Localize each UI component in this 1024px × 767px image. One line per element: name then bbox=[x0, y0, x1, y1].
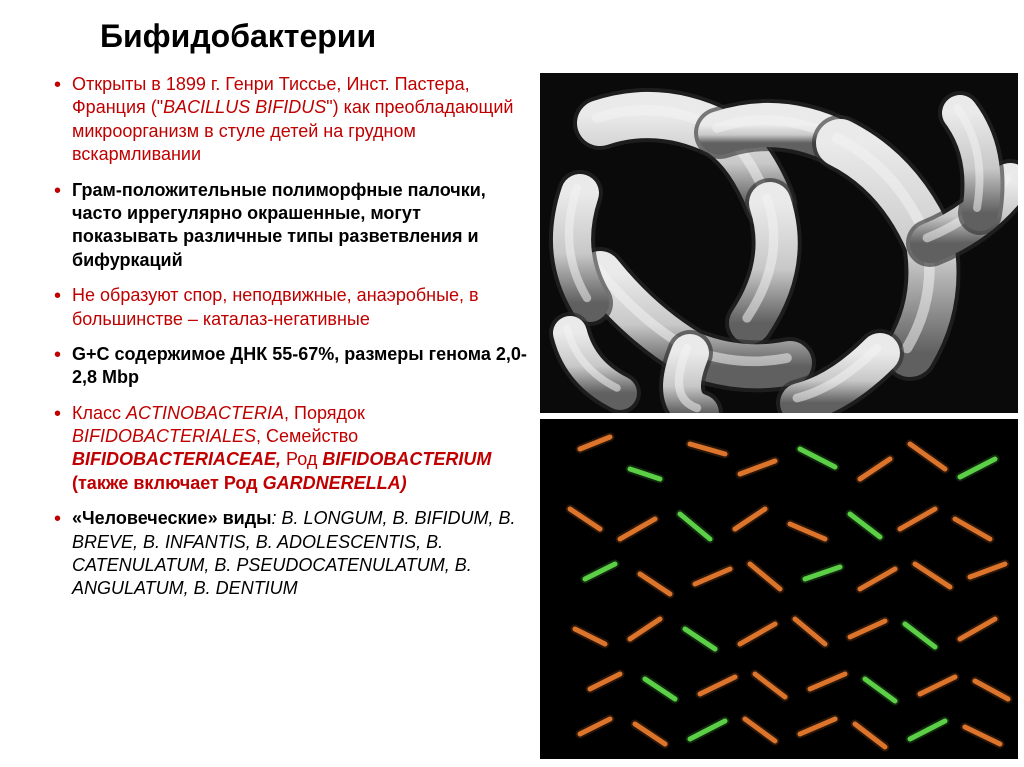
text-segment: GARDNERELLA) bbox=[263, 473, 407, 493]
slide-title: Бифидобактерии bbox=[100, 18, 1024, 55]
text-segment: Род bbox=[281, 449, 322, 469]
fluorescence-micrograph bbox=[540, 419, 1018, 759]
text-segment: Грам-положительные полиморфные палочки, … bbox=[72, 180, 486, 270]
text-segment: , Семейство bbox=[256, 426, 358, 446]
bullet-item: Класс ACTINOBACTERIA, Порядок BIFIDOBACT… bbox=[54, 402, 532, 496]
bullet-list: Открыты в 1899 г. Генри Тиссье, Инст. Па… bbox=[54, 73, 532, 601]
bullet-item: Открыты в 1899 г. Генри Тиссье, Инст. Па… bbox=[54, 73, 532, 167]
text-column: Открыты в 1899 г. Генри Тиссье, Инст. Па… bbox=[0, 73, 540, 767]
text-segment: G+C содержимое ДНК 55-67%, размеры геном… bbox=[72, 344, 527, 387]
text-segment: Класс bbox=[72, 403, 126, 423]
bullet-item: «Человеческие» виды: B. LONGUM, B. BIFID… bbox=[54, 507, 532, 601]
bullet-item: Грам-положительные полиморфные палочки, … bbox=[54, 179, 532, 273]
bullet-item: G+C содержимое ДНК 55-67%, размеры геном… bbox=[54, 343, 532, 390]
slide: Бифидобактерии Открыты в 1899 г. Генри Т… bbox=[0, 0, 1024, 767]
text-segment: BIFIDOBACTERIUM bbox=[322, 449, 491, 469]
bullet-item: Не образуют спор, неподвижные, анаэробны… bbox=[54, 284, 532, 331]
text-segment: «Человеческие» виды bbox=[72, 508, 272, 528]
image-column bbox=[540, 73, 1024, 767]
text-segment: , Порядок bbox=[284, 403, 365, 423]
text-segment: Не образуют спор, неподвижные, анаэробны… bbox=[72, 285, 479, 328]
sem-micrograph bbox=[540, 73, 1018, 413]
text-segment: BIFIDOBACTERIACEAE, bbox=[72, 449, 281, 469]
content-row: Открыты в 1899 г. Генри Тиссье, Инст. Па… bbox=[0, 73, 1024, 767]
text-segment: (также включает Род bbox=[72, 473, 263, 493]
text-segment: BIFIDOBACTERIALES bbox=[72, 426, 256, 446]
text-segment: BACILLUS BIFIDUS bbox=[163, 97, 326, 117]
text-segment: ACTINOBACTERIA bbox=[126, 403, 284, 423]
